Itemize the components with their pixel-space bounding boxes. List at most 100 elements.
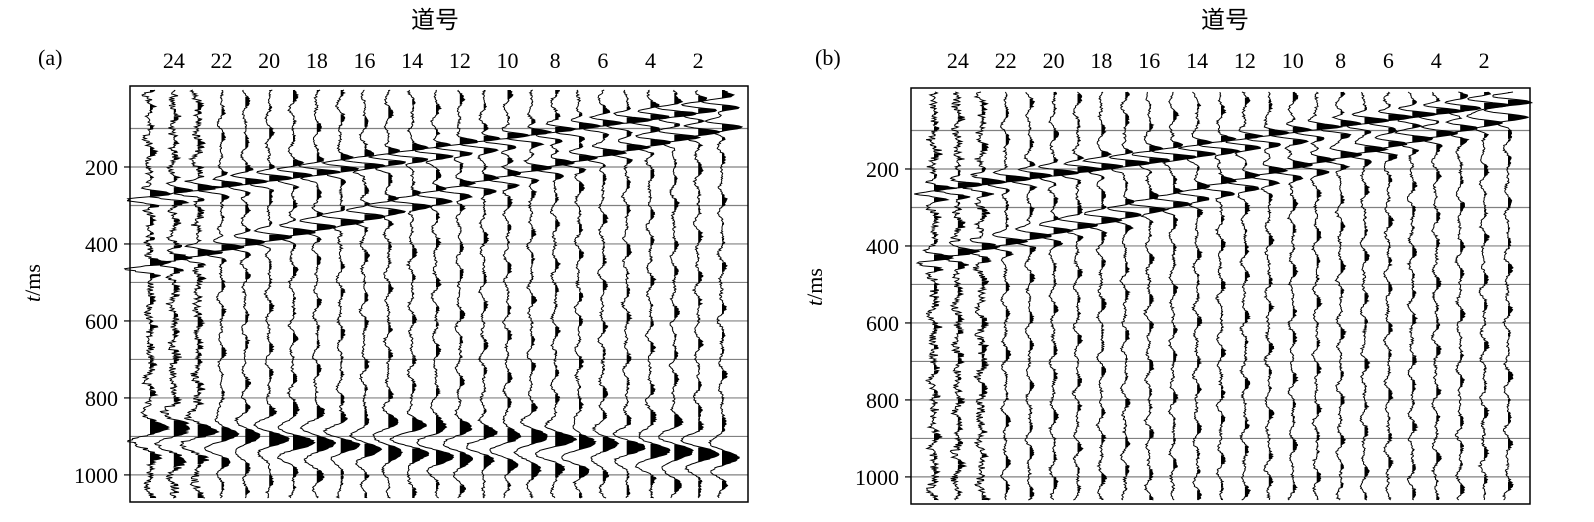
- panel-a-xlabel: 道号: [411, 7, 459, 34]
- panel-b: (b) 道号 t/ms 24 22 20 18 16 14 12 10 8 6 4 2 200 400 6…: [802, 7, 1534, 505]
- panel-b-ylabel-unit: /ms: [802, 268, 827, 300]
- panel-b-xlabel: 道号: [1201, 7, 1249, 34]
- trace-fill: [197, 100, 224, 498]
- panel-a-frame: [129, 85, 749, 503]
- trace-wiggle: [934, 91, 983, 501]
- trace-fill: [1388, 104, 1414, 500]
- trace-fill: [150, 90, 172, 498]
- panel-a-ytick-labels: 200 400 600 800 1000: [74, 155, 130, 488]
- panel-b-ytick-labels: 200 400 600 800 1000: [855, 157, 911, 490]
- panel-b-ylabel-t: t: [802, 299, 827, 306]
- trace-fill: [1508, 92, 1532, 491]
- trace-fill: [531, 90, 552, 498]
- xtick-label: 20: [258, 48, 280, 73]
- trace-wiggle: [1418, 91, 1465, 501]
- trace-fill: [1053, 92, 1080, 490]
- trace-fill: [1292, 92, 1313, 494]
- trace-wiggle: [1271, 91, 1314, 501]
- ytick-label: 400: [866, 234, 899, 259]
- panel-a-xtick-labels: 24 22 20 18 16 14 12 10 8 6 4 2: [163, 48, 704, 73]
- trace-fill: [1460, 93, 1481, 495]
- xtick-label: 14: [1186, 48, 1208, 73]
- trace-fill: [507, 90, 529, 492]
- panel-b-ylabel: t/ms: [802, 268, 827, 306]
- xtick-label: 24: [947, 48, 969, 73]
- trace-fill: [555, 90, 577, 482]
- xtick-label: 6: [1383, 48, 1394, 73]
- trace-fill: [412, 98, 432, 498]
- trace-fill: [483, 90, 500, 497]
- trace-fill: [340, 90, 364, 486]
- trace-fill: [1484, 92, 1510, 496]
- ytick-label: 400: [85, 232, 118, 257]
- xtick-label: 12: [1234, 48, 1256, 73]
- trace-fill: [1149, 104, 1170, 500]
- trace-fill: [436, 104, 454, 498]
- xtick-label: 8: [550, 48, 561, 73]
- panel-a-label: (a): [38, 45, 62, 70]
- trace-fill: [293, 90, 315, 490]
- panel-a-ylabel: t/ms: [20, 264, 45, 302]
- xtick-label: 22: [995, 48, 1017, 73]
- panel-b-traces: [914, 91, 1534, 501]
- panel-a-ylabel-t: t: [20, 295, 45, 302]
- xtick-label: 20: [1043, 48, 1065, 73]
- panel-b-xtick-labels: 24 22 20 18 16 14 12 10 8 6 4 2: [947, 48, 1490, 73]
- xtick-label: 6: [597, 48, 608, 73]
- trace-fill: [650, 100, 671, 498]
- trace-fill: [388, 90, 406, 498]
- xtick-label: 22: [211, 48, 233, 73]
- trace-wiggle: [1223, 91, 1264, 501]
- trace-fill: [1173, 110, 1197, 490]
- xtick-label: 18: [1090, 48, 1112, 73]
- trace-wiggle: [987, 91, 1034, 501]
- trace-wiggle: [532, 89, 578, 499]
- trace-fill: [316, 90, 340, 498]
- trace-fill: [1101, 92, 1123, 500]
- trace-fill: [579, 100, 601, 498]
- ytick-label: 600: [866, 311, 899, 336]
- xtick-label: 24: [163, 48, 185, 73]
- trace-fill: [245, 96, 268, 496]
- xtick-label: 18: [306, 48, 328, 73]
- panel-a: (a) 道号 t/ms 24 22 20 18 16 14 12 10 8 6 4 2 200 400 6…: [20, 7, 749, 503]
- trace-fill: [269, 90, 293, 487]
- ytick-label: 600: [85, 309, 118, 334]
- xtick-label: 10: [497, 48, 519, 73]
- trace-fill: [1412, 99, 1437, 501]
- trace-fill: [1077, 93, 1103, 494]
- trace-fill: [981, 100, 1006, 500]
- trace-wiggle: [249, 89, 294, 499]
- trace-fill: [364, 117, 386, 498]
- panel-b-frame: [910, 87, 1531, 505]
- xtick-label: 4: [1431, 48, 1442, 73]
- trace-wiggle: [1198, 91, 1242, 501]
- ytick-label: 200: [85, 155, 118, 180]
- trace-wiggle: [1009, 91, 1053, 501]
- trace-fill: [722, 90, 742, 491]
- panel-b-gridlines: [911, 129, 1530, 478]
- trace-fill: [1221, 105, 1240, 500]
- trace-fill: [1244, 97, 1262, 498]
- xtick-label: 12: [449, 48, 471, 73]
- trace-fill: [674, 92, 700, 495]
- ytick-label: 800: [85, 386, 118, 411]
- xtick-label: 14: [401, 48, 423, 73]
- xtick-label: 10: [1282, 48, 1304, 73]
- trace-fill: [173, 90, 193, 498]
- xtick-label: 16: [354, 48, 376, 73]
- trace-wiggle: [1320, 91, 1363, 501]
- trace-wiggle: [582, 89, 628, 499]
- trace-wiggle: [654, 89, 702, 499]
- panel-a-traces: [123, 89, 744, 499]
- trace-fill: [1197, 103, 1216, 500]
- ytick-label: 1000: [855, 465, 899, 490]
- trace-fill: [1340, 92, 1362, 489]
- trace-fill: [957, 97, 983, 497]
- trace-fill: [1005, 94, 1032, 494]
- trace-wiggle: [1082, 91, 1124, 501]
- xtick-label: 4: [645, 48, 656, 73]
- trace-wiggle: [630, 89, 671, 499]
- trace-wiggle: [1244, 91, 1291, 500]
